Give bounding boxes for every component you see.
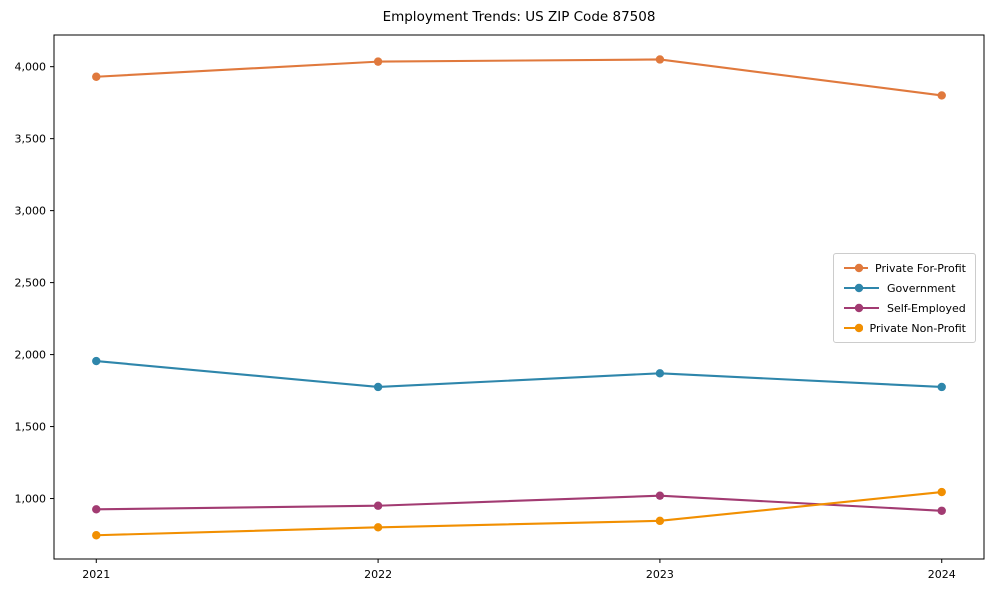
data-point-private-for-profit-2024 (937, 91, 946, 100)
data-point-private-for-profit-2022 (373, 57, 383, 66)
legend-marker-icon (844, 283, 879, 293)
data-point-self-employed-2021 (92, 505, 101, 514)
data-point-private-non-profit-2023 (655, 516, 665, 526)
data-point-self-employed-2023 (655, 491, 665, 500)
legend-marker-icon (844, 323, 863, 333)
data-point-government-2021 (92, 356, 101, 366)
data-point-government-2024 (937, 382, 946, 392)
data-point-private-non-profit-2021 (92, 531, 101, 540)
y-axis-tick-label: 3,500 (15, 132, 47, 145)
y-axis-tick-label: 1,500 (15, 420, 47, 433)
series-line-self-employed (96, 494, 942, 512)
x-axis-tick-label: 2021 (82, 568, 110, 581)
data-point-private-non-profit-2024 (937, 487, 946, 497)
data-point-government-2022 (373, 382, 383, 392)
data-point-private-for-profit-2023 (655, 55, 665, 64)
legend-label: Self-Employed (887, 301, 966, 315)
y-axis-tick-label: 3,000 (15, 204, 47, 217)
series-line-private-for-profit (96, 58, 942, 97)
legend-marker-icon (844, 303, 879, 313)
chart-legend: Private For-Profit Government Self-Employe… (833, 253, 976, 343)
legend-label: Government (887, 281, 956, 295)
x-axis-tick-label: 2023 (646, 568, 674, 581)
data-point-private-for-profit-2021 (92, 72, 101, 81)
y-axis-tick-label: 1,000 (15, 492, 47, 505)
legend-marker-icon (844, 263, 868, 273)
legend-item-self-employed: Self-Employed (843, 298, 966, 318)
plot-border (53, 34, 985, 560)
legend-item-private-non-profit: Private Non-Profit (843, 318, 966, 338)
series-line-private-non-profit (96, 491, 942, 537)
data-point-self-employed-2022 (373, 501, 383, 510)
data-point-self-employed-2024 (937, 506, 946, 515)
series-line-government (96, 360, 942, 389)
legend-item-private-for-profit: Private For-Profit (843, 258, 966, 278)
data-point-government-2023 (655, 369, 665, 378)
x-axis-tick-label: 2024 (928, 568, 956, 581)
y-axis-tick-label: 4,000 (15, 60, 47, 73)
chart-title: Employment Trends: US ZIP Code 87508 (382, 9, 656, 25)
y-axis-tick-label: 2,500 (15, 276, 47, 289)
y-axis-tick-label: 2,000 (15, 348, 47, 361)
legend-label: Private For-Profit (875, 261, 966, 275)
data-point-private-non-profit-2022 (373, 523, 383, 532)
x-axis-tick-label: 2022 (364, 568, 392, 581)
legend-item-government: Government (843, 278, 966, 298)
legend-label: Private Non-Profit (869, 321, 966, 335)
